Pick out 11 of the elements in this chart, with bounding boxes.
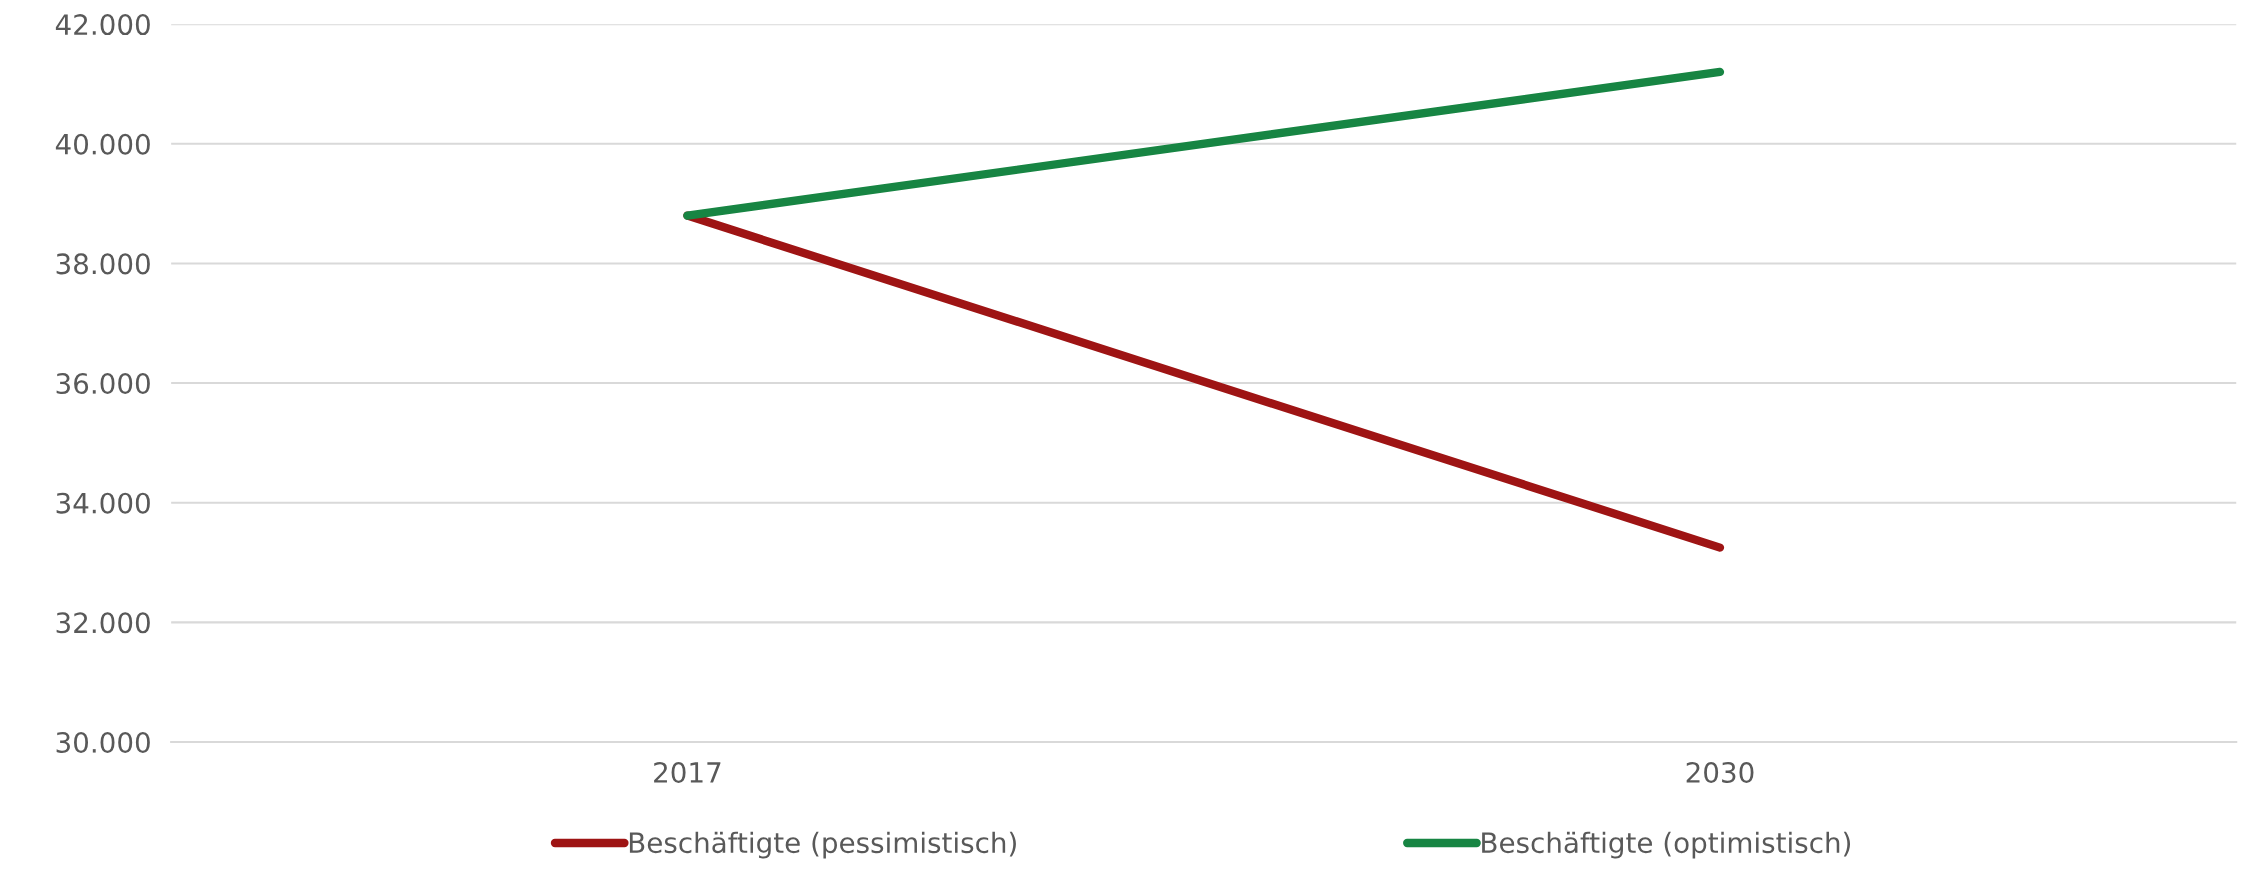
legend-label: Beschäftigte (optimistisch) bbox=[1482, 831, 1851, 859]
legend-label: Beschäftigte (pessimistisch) bbox=[629, 831, 1016, 859]
y-tick-label: 36.000 bbox=[56, 373, 150, 395]
y-tick-label: 32.000 bbox=[56, 612, 150, 634]
y-tick-label: 34.000 bbox=[56, 492, 150, 514]
y-tick-label: 42.000 bbox=[55, 14, 150, 36]
x-tick-label: 2017 bbox=[654, 761, 721, 783]
y-tick-label: 38.000 bbox=[56, 253, 150, 275]
y-tick-label: 40.000 bbox=[55, 133, 150, 155]
y-tick-label: 30.000 bbox=[56, 731, 150, 753]
x-tick-label: 2030 bbox=[1686, 761, 1754, 783]
